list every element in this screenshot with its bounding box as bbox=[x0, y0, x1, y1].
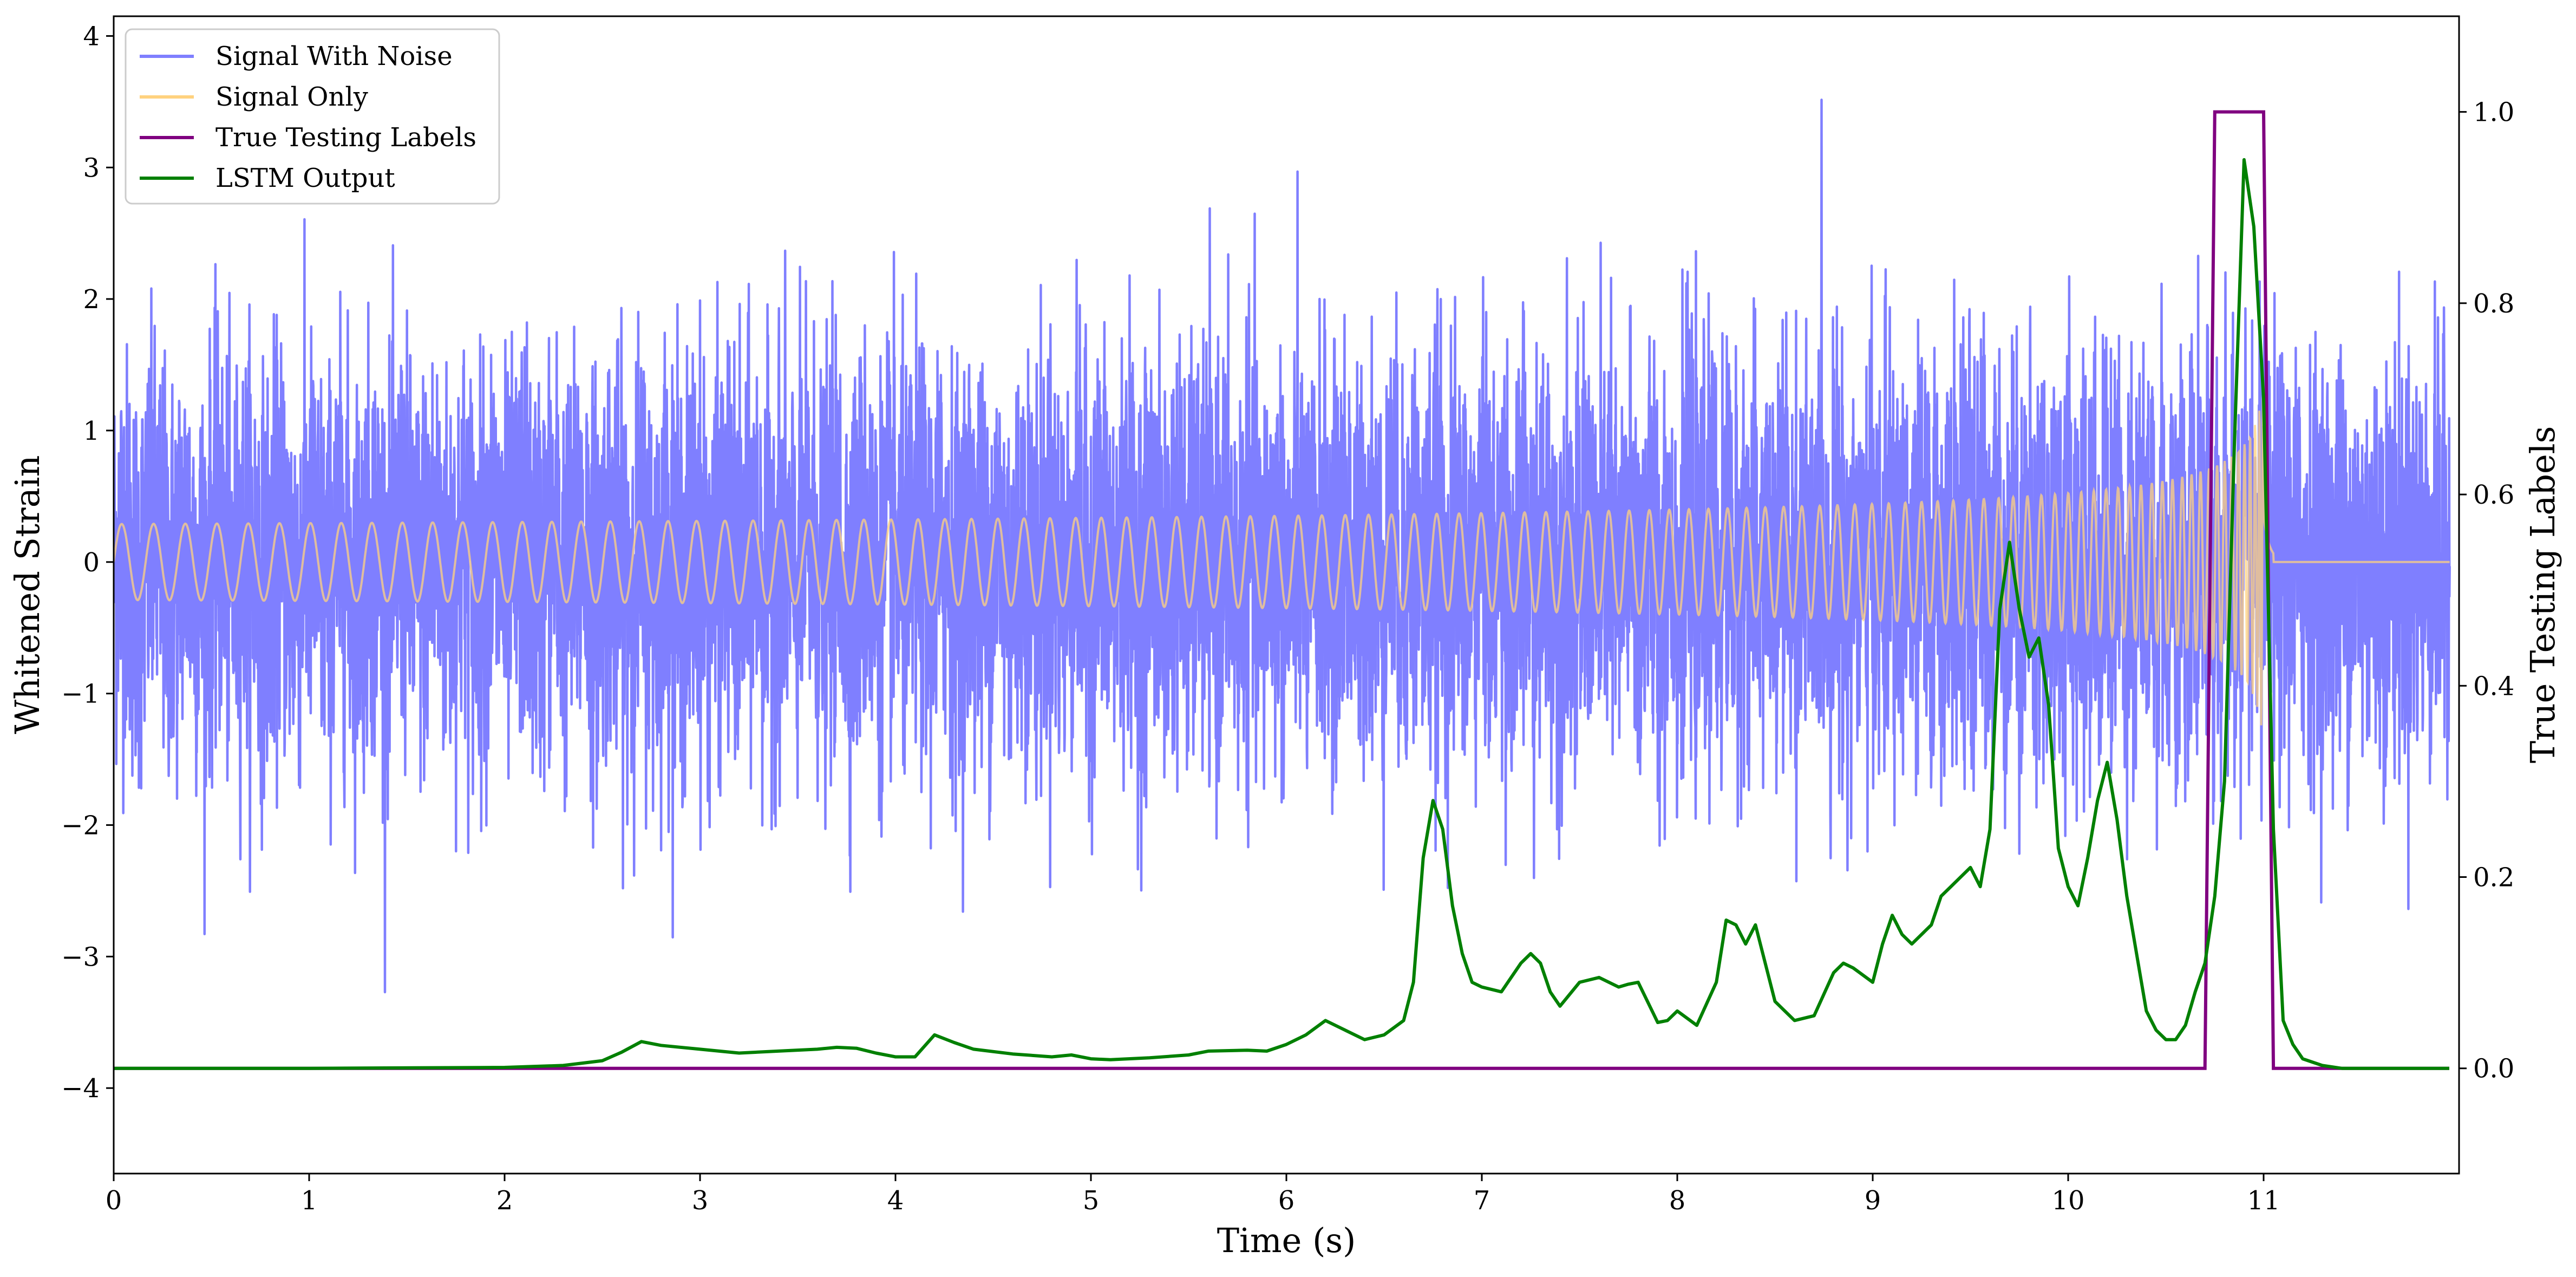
y2-tick-label: 0.4 bbox=[2473, 671, 2514, 701]
x-tick-label: 4 bbox=[887, 1185, 904, 1216]
y-tick-label: −3 bbox=[61, 942, 100, 972]
y-tick-label: −1 bbox=[61, 679, 100, 709]
legend-label: Signal With Noise bbox=[215, 41, 453, 71]
y2-tick-label: 1.0 bbox=[2473, 97, 2514, 128]
y-tick-label: −4 bbox=[61, 1073, 100, 1104]
y2-tick-label: 0.8 bbox=[2473, 289, 2514, 319]
y2-tick-label: 0.6 bbox=[2473, 480, 2514, 510]
x-tick-label: 1 bbox=[301, 1185, 318, 1216]
legend-label: Signal Only bbox=[215, 82, 368, 112]
x-axis: 0 1 2 3 4 5 6 7 8 9 10 11 bbox=[106, 1174, 2280, 1216]
x-tick-label: 9 bbox=[1865, 1185, 1881, 1216]
y-tick-label: 3 bbox=[83, 153, 100, 183]
plot-area bbox=[114, 99, 2451, 1070]
y-axis-label: Whitened Strain bbox=[8, 455, 47, 734]
legend-label: True Testing Labels bbox=[215, 122, 476, 153]
y-tick-label: 1 bbox=[83, 416, 100, 446]
y-axis-right: 1.0 0.8 0.6 0.4 0.2 0.0 bbox=[2459, 97, 2514, 1084]
x-tick-label: 11 bbox=[2247, 1185, 2280, 1216]
y-tick-label: −2 bbox=[61, 810, 100, 841]
y-tick-label: 0 bbox=[83, 548, 100, 578]
series-true-testing-labels bbox=[114, 110, 2449, 1070]
x-axis-label: Time (s) bbox=[1217, 1221, 1356, 1260]
x-tick-label: 7 bbox=[1474, 1185, 1490, 1216]
legend-label: LSTM Output bbox=[215, 163, 395, 193]
y-tick-label: 4 bbox=[83, 21, 100, 51]
series-lstm-output bbox=[114, 158, 2449, 1070]
x-tick-label: 5 bbox=[1083, 1185, 1100, 1216]
x-tick-label: 6 bbox=[1278, 1185, 1295, 1216]
legend-box bbox=[125, 28, 500, 205]
y2-tick-label: 0.2 bbox=[2473, 863, 2514, 893]
y2-tick-label: 0.0 bbox=[2473, 1054, 2514, 1084]
y-axis-left: 4 3 2 1 0 −1 −2 −3 −4 bbox=[61, 21, 114, 1104]
x-tick-label: 10 bbox=[2051, 1185, 2084, 1216]
y2-axis-label: True Testing Labels bbox=[2523, 426, 2562, 764]
y-tick-label: 2 bbox=[83, 284, 100, 315]
x-tick-label: 0 bbox=[106, 1185, 122, 1216]
series-signal-only bbox=[114, 395, 2450, 726]
legend: Signal With Noise Signal Only True Testing… bbox=[125, 28, 500, 205]
x-tick-label: 3 bbox=[692, 1185, 709, 1216]
x-tick-label: 8 bbox=[1669, 1185, 1686, 1216]
x-tick-label: 2 bbox=[496, 1185, 513, 1216]
